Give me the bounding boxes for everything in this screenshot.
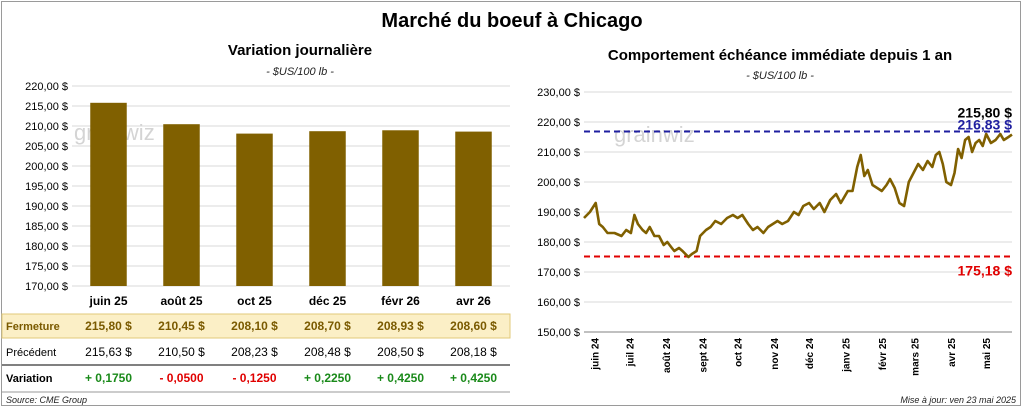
update-note: Mise à jour: ven 23 mai 2025 <box>900 395 1016 405</box>
table-cell: 208,23 $ <box>231 345 278 359</box>
y-tick-label: 170,00 $ <box>537 267 580 279</box>
y-tick-label: 210,00 $ <box>25 121 68 133</box>
last-price-label: 215,80 $ <box>958 105 1013 121</box>
x-tick-label: nov 24 <box>770 338 781 370</box>
x-tick-label: févr 26 <box>381 294 420 308</box>
table-cell: 208,60 $ <box>450 319 497 333</box>
table-row-label: Précédent <box>6 347 56 359</box>
y-tick-label: 160,00 $ <box>537 297 580 309</box>
bar <box>309 131 346 286</box>
table-cell: + 0,4250 <box>450 371 497 385</box>
page-title: Marché du boeuf à Chicago <box>381 10 643 32</box>
bar-chart: grainwiz170,00 $175,00 $180,00 $185,00 $… <box>1 81 511 393</box>
price-line <box>583 132 1013 259</box>
table-cell: 208,93 $ <box>377 319 424 333</box>
table-cell: + 0,1750 <box>85 371 132 385</box>
y-tick-label: 210,00 $ <box>537 147 580 159</box>
table-cell: 208,18 $ <box>450 345 497 359</box>
table-cell: 210,50 $ <box>158 345 205 359</box>
bar <box>163 124 200 286</box>
table-row-label: Fermeture <box>6 321 60 333</box>
right-chart-title: Comportement échéance immédiate depuis 1… <box>607 47 953 64</box>
y-tick-label: 185,00 $ <box>25 221 68 233</box>
x-tick-label: juil 24 <box>626 338 637 368</box>
table-cell: 210,45 $ <box>158 319 205 333</box>
x-tick-label: janv 25 <box>841 338 852 373</box>
y-tick-label: 200,00 $ <box>537 177 580 189</box>
left-chart-unit: - $US/100 lb - <box>266 66 334 78</box>
bar <box>382 130 419 286</box>
x-tick-label: mai 25 <box>982 338 993 370</box>
y-tick-label: 190,00 $ <box>537 207 580 219</box>
y-tick-label: 220,00 $ <box>537 117 580 129</box>
x-tick-label: déc 24 <box>805 338 816 370</box>
x-tick-label: avr 25 <box>947 338 958 367</box>
x-tick-label: avr 26 <box>456 294 491 308</box>
bar <box>236 133 273 286</box>
y-tick-label: 180,00 $ <box>537 237 580 249</box>
table-cell: - 0,1250 <box>232 371 276 385</box>
x-tick-label: sept 24 <box>698 338 709 373</box>
x-tick-label: mars 25 <box>911 338 922 376</box>
y-tick-label: 215,00 $ <box>25 101 68 113</box>
bar <box>90 102 127 286</box>
table-cell: 208,50 $ <box>377 345 424 359</box>
x-tick-label: déc 25 <box>309 294 347 308</box>
table-row-label: Variation <box>6 373 53 385</box>
y-tick-label: 220,00 $ <box>25 81 68 93</box>
x-tick-label: août 24 <box>662 338 673 373</box>
y-tick-label: 230,00 $ <box>537 87 580 99</box>
y-tick-label: 205,00 $ <box>25 141 68 153</box>
x-tick-label: juin 25 <box>88 294 127 308</box>
table-cell: 215,63 $ <box>85 345 132 359</box>
source-note: Source: CME Group <box>6 395 88 405</box>
x-tick-label: juin 24 <box>591 338 602 371</box>
table-cell: 208,70 $ <box>304 319 351 333</box>
table-row-highlight <box>1 313 511 339</box>
y-tick-label: 170,00 $ <box>25 281 68 293</box>
y-tick-label: 150,00 $ <box>537 327 580 339</box>
y-tick-label: 180,00 $ <box>25 241 68 253</box>
left-chart-title: Variation journalière <box>227 42 373 59</box>
x-tick-label: août 25 <box>160 294 202 308</box>
watermark: grainwiz <box>614 122 695 147</box>
table-cell: 208,10 $ <box>231 319 278 333</box>
high-label: 216,83 $ <box>958 117 1013 133</box>
x-tick-label: févr 25 <box>878 338 889 371</box>
line-chart: grainwiz 150,00 $ 160,00 $ 170,00 $ 180,00 $… <box>537 87 1013 376</box>
y-tick-label: 190,00 $ <box>25 201 68 213</box>
right-chart-unit: - $US/100 lb - <box>746 70 814 82</box>
table-cell: 208,48 $ <box>304 345 351 359</box>
table-cell: - 0,0500 <box>159 371 203 385</box>
y-tick-label: 195,00 $ <box>25 181 68 193</box>
table-cell: 215,80 $ <box>85 319 132 333</box>
y-tick-label: 175,00 $ <box>25 261 68 273</box>
table-cell: + 0,2250 <box>304 371 351 385</box>
x-tick-label: oct 25 <box>237 294 272 308</box>
low-label: 175,18 $ <box>958 262 1013 278</box>
bar <box>455 131 492 286</box>
x-tick-label: oct 24 <box>734 338 745 367</box>
table-cell: + 0,4250 <box>377 371 424 385</box>
y-tick-label: 200,00 $ <box>25 161 68 173</box>
